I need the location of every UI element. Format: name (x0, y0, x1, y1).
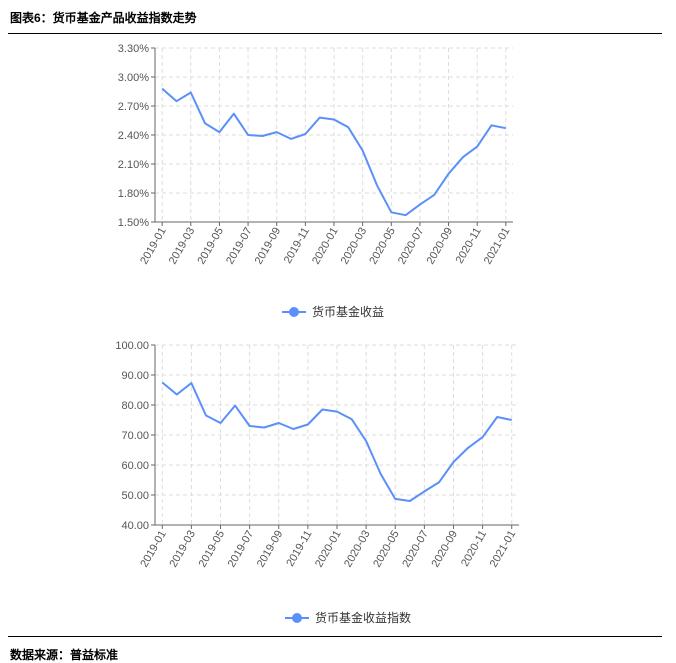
top-rule (8, 33, 662, 34)
source: 数据来源：普益标准 (10, 648, 119, 662)
x-tick-label: 2019-11 (284, 529, 314, 569)
x-tick-label: 2019-03 (167, 226, 198, 267)
series-line (161, 381, 512, 502)
x-tick-label: 2020-03 (339, 226, 370, 267)
x-tick-label: 2019-07 (224, 226, 255, 267)
y-tick-label: 50.00 (121, 490, 149, 502)
y-tick-label: 2.70% (118, 101, 149, 113)
x-tick-label: 2019-03 (167, 529, 198, 570)
series-line (161, 87, 506, 217)
x-tick-label: 2019-07 (226, 529, 257, 570)
x-tick-label: 2020-01 (310, 226, 341, 267)
x-tick-label: 2020-01 (313, 529, 344, 570)
y-tick-label: 90.00 (121, 370, 149, 382)
y-tick-label: 2.10% (118, 159, 149, 171)
figure-title: 图表6：货币基金产品收益指数走势 (10, 11, 197, 25)
legend-label: 货币基金收益指数 (315, 610, 411, 625)
legend-label: 货币基金收益 (312, 304, 384, 319)
bottom-rule (8, 636, 662, 637)
x-tick-label: 2020-09 (429, 529, 460, 570)
x-tick-label: 2020-07 (400, 529, 431, 570)
x-tick-label: 2020-03 (342, 529, 373, 570)
y-tick-label: 1.50% (118, 217, 149, 229)
x-tick-label: 2020-09 (425, 226, 456, 267)
x-tick-label: 2021-01 (482, 225, 513, 266)
x-tick-label: 2020-11 (454, 226, 484, 266)
y-tick-label: 2.40% (118, 130, 149, 142)
legend-marker (289, 307, 299, 317)
x-tick-label: 2020-07 (396, 226, 427, 267)
x-tick-label: 2019-11 (282, 226, 312, 266)
x-tick-label: 2020-05 (371, 529, 402, 570)
legend-marker (292, 613, 302, 623)
y-tick-label: 40.00 (121, 520, 149, 532)
y-tick-label: 80.00 (121, 400, 149, 412)
y-tick-label: 70.00 (121, 430, 149, 442)
x-tick-label: 2021-01 (488, 529, 519, 570)
y-tick-label: 1.80% (118, 188, 149, 200)
x-tick-label: 2019-09 (255, 529, 286, 570)
x-tick-label: 2019-01 (138, 226, 169, 267)
y-tick-label: 100.00 (115, 340, 149, 352)
x-tick-label: 2020-11 (459, 529, 489, 569)
x-tick-label: 2019-05 (195, 226, 226, 267)
x-tick-label: 2019-01 (138, 529, 169, 570)
y-tick-label: 3.30% (118, 43, 149, 55)
y-tick-label: 3.00% (118, 72, 149, 84)
x-tick-label: 2019-05 (197, 529, 228, 570)
x-tick-label: 2019-09 (253, 226, 284, 267)
y-tick-label: 60.00 (121, 460, 149, 472)
x-tick-label: 2020-05 (367, 226, 398, 267)
